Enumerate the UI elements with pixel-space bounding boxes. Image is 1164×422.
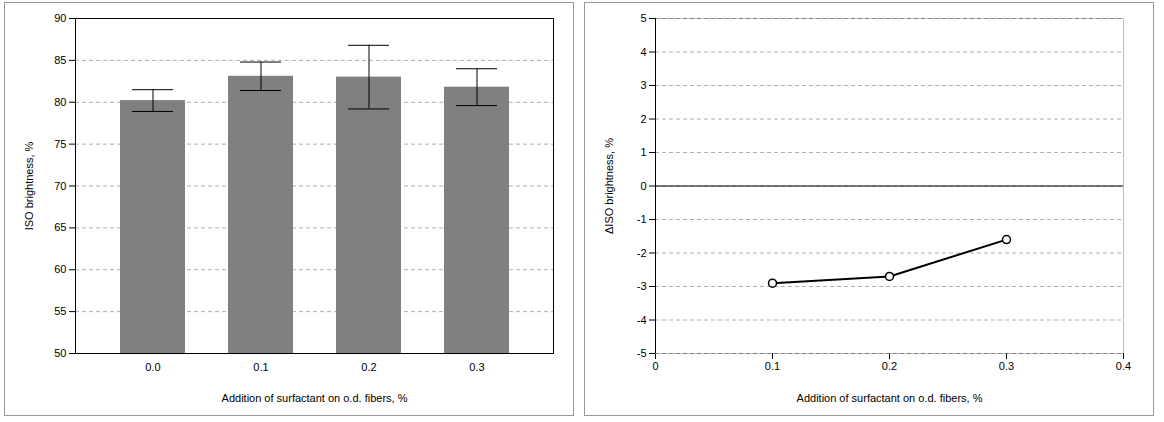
svg-text:Addition of surfactant on o.d.: Addition of surfactant on o.d. fibers, % (797, 392, 983, 404)
svg-text:70: 70 (54, 180, 66, 192)
svg-text:2: 2 (640, 113, 646, 125)
svg-text:Addition of surfactant on o.d.: Addition of surfactant on o.d. fibers, % (222, 392, 408, 404)
svg-text:0: 0 (652, 360, 658, 372)
svg-text:0.2: 0.2 (361, 361, 376, 373)
svg-text:0.2: 0.2 (882, 360, 897, 372)
svg-text:0: 0 (640, 180, 646, 192)
svg-text:1: 1 (640, 146, 646, 158)
svg-text:3: 3 (640, 79, 646, 91)
svg-text:5: 5 (640, 12, 646, 24)
svg-text:60: 60 (54, 263, 66, 275)
svg-text:0.3: 0.3 (469, 361, 484, 373)
svg-text:85: 85 (54, 54, 66, 66)
svg-text:-4: -4 (637, 314, 647, 326)
svg-text:4: 4 (640, 46, 646, 58)
svg-text:0.0: 0.0 (145, 361, 160, 373)
svg-text:0.1: 0.1 (765, 360, 780, 372)
svg-text:90: 90 (54, 12, 66, 24)
svg-text:55: 55 (54, 305, 66, 317)
svg-text:-5: -5 (637, 347, 647, 359)
svg-text:-2: -2 (637, 247, 647, 259)
svg-text:0.1: 0.1 (253, 361, 268, 373)
svg-text:0.3: 0.3 (999, 360, 1014, 372)
svg-text:0.4: 0.4 (1116, 360, 1131, 372)
svg-text:ΔISO brightness, %: ΔISO brightness, % (603, 138, 615, 234)
svg-text:80: 80 (54, 96, 66, 108)
svg-text:ISO brightness, %: ISO brightness, % (23, 141, 35, 230)
svg-text:-3: -3 (637, 280, 647, 292)
svg-text:65: 65 (54, 221, 66, 233)
svg-text:-1: -1 (637, 213, 647, 225)
svg-text:50: 50 (54, 347, 66, 359)
svg-text:75: 75 (54, 138, 66, 150)
